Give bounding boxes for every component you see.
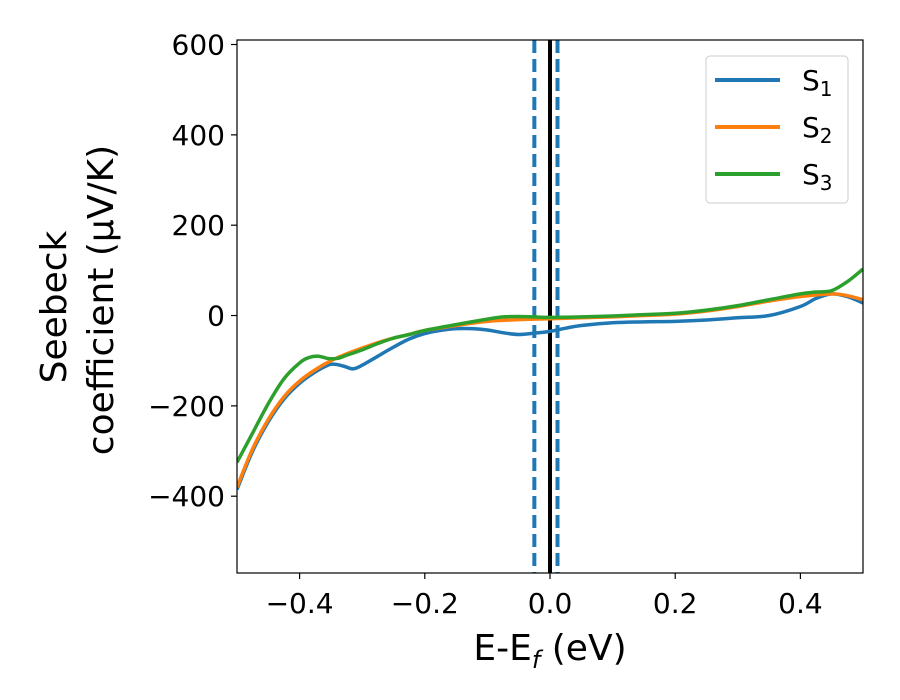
x-tick-label: −0.4 [266, 587, 334, 620]
y-tick-label: −400 [148, 480, 225, 513]
y-tick-label: 200 [172, 209, 225, 242]
legend-label-s3: S3 [802, 158, 833, 195]
legend: S1 S2 S3 [705, 55, 849, 204]
reference-lines [532, 40, 560, 573]
y-axis-label-line1: Seebeck [34, 230, 75, 383]
legend-box [705, 55, 849, 204]
x-tick-label: 0.4 [778, 587, 823, 620]
series-line-s1 [237, 292, 863, 491]
series-line-s3 [237, 267, 863, 464]
axis-ticks: −0.4 −0.2 0.0 0.2 0.4 −400 −200 0 200 400 600 [148, 29, 823, 620]
y-tick-label: −200 [148, 390, 225, 423]
x-tick-label: 0.0 [528, 587, 573, 620]
y-axis-label-line2: coefficient (μV/K) [81, 145, 122, 455]
x-axis-label: E-Ef (eV) [473, 628, 626, 674]
x-tick-label: −0.2 [391, 587, 459, 620]
series-lines [237, 267, 863, 491]
x-tick-label: 0.2 [653, 587, 698, 620]
legend-label-s1: S1 [802, 64, 833, 101]
legend-label-s2: S2 [802, 111, 833, 148]
y-tick-label: 400 [172, 119, 225, 152]
y-tick-label: 0 [207, 300, 225, 333]
y-tick-label: 600 [172, 29, 225, 62]
